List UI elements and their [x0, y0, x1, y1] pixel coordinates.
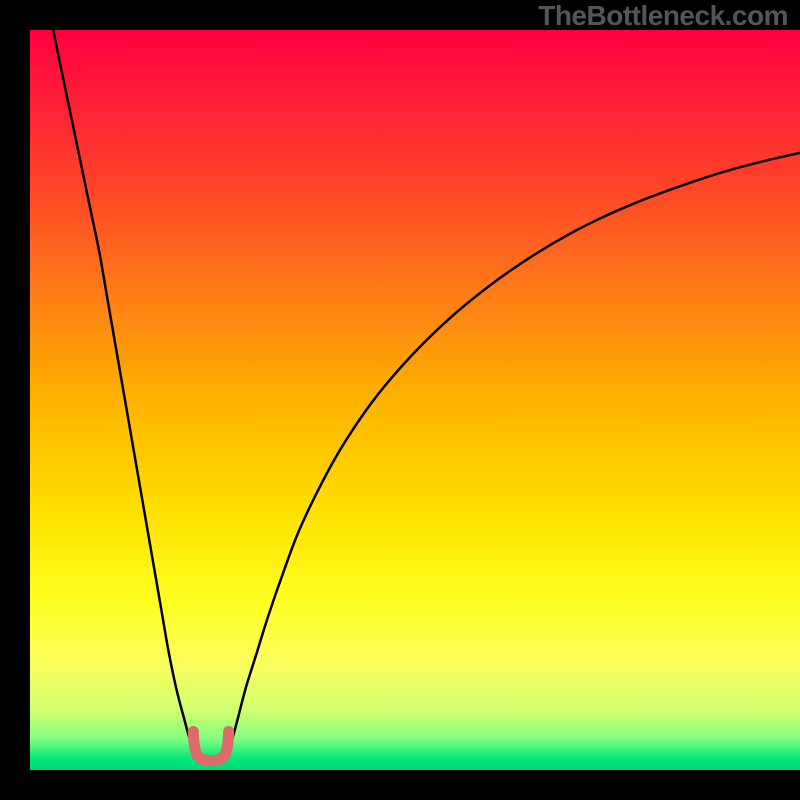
- gradient-background: [30, 30, 800, 770]
- watermark-text: TheBottleneck.com: [538, 0, 788, 32]
- bottleneck-chart: [30, 30, 800, 770]
- chart-container: TheBottleneck.com: [0, 0, 800, 800]
